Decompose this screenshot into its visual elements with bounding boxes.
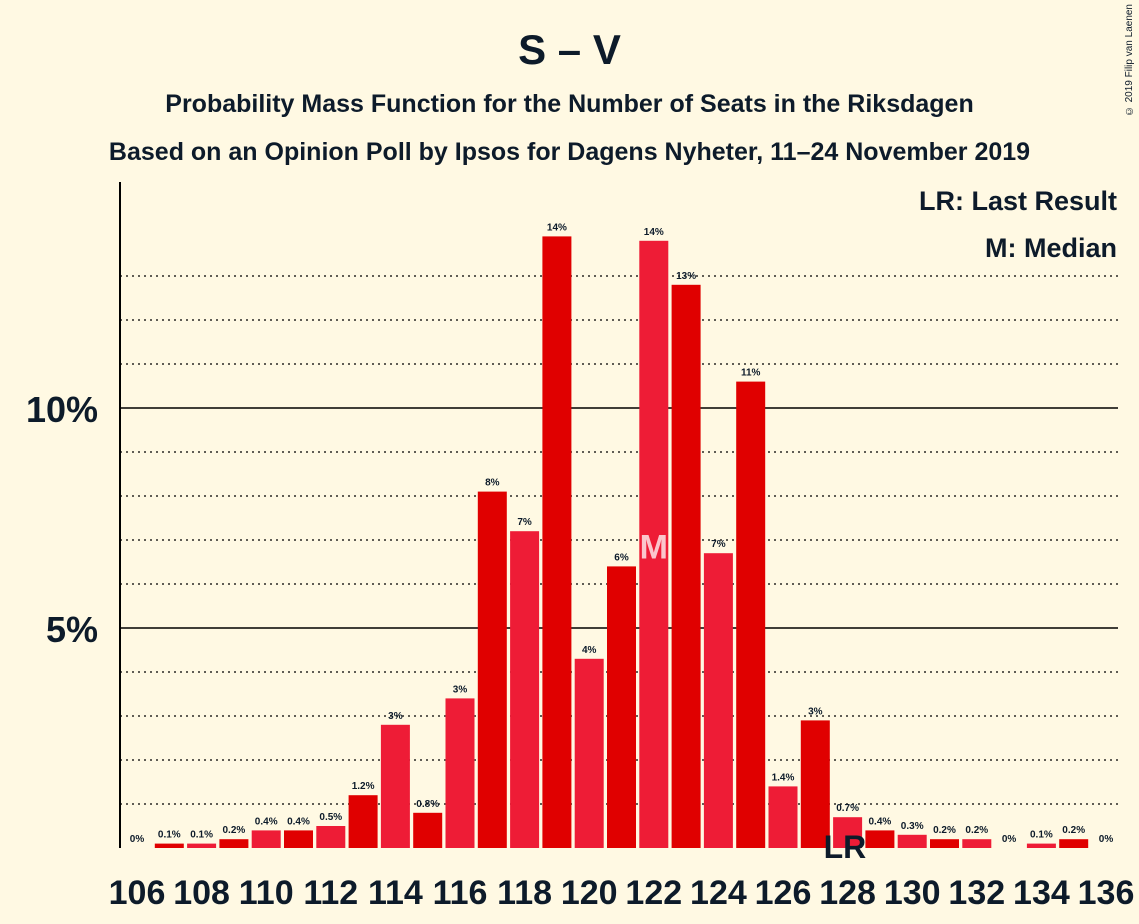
bar <box>671 284 701 848</box>
bar <box>413 812 443 848</box>
x-tick-label: 120 <box>561 874 618 912</box>
bar <box>445 698 475 848</box>
legend-median: M: Median <box>985 233 1117 263</box>
bar <box>574 658 604 848</box>
x-tick-label: 128 <box>819 874 876 912</box>
bar-value-label: 0% <box>1099 834 1114 845</box>
x-tick-label: 132 <box>948 874 1005 912</box>
bar <box>962 839 992 848</box>
bar-value-label: 0.1% <box>1030 830 1053 841</box>
bar-value-label: 0.2% <box>223 825 246 836</box>
bar-value-label: 0.5% <box>319 812 342 823</box>
x-tick-label: 118 <box>497 874 552 912</box>
bar <box>510 531 540 848</box>
bar <box>703 553 733 848</box>
bar-value-label: 7% <box>517 517 532 528</box>
bar <box>736 381 766 848</box>
bar-value-label: 0.1% <box>190 830 213 841</box>
bar-value-label: 1.2% <box>352 781 375 792</box>
x-tick-label: 130 <box>884 874 941 912</box>
bar <box>607 566 636 848</box>
bar <box>639 240 669 849</box>
bar-value-label: 0.8% <box>416 799 439 810</box>
bar-value-label: 0% <box>130 834 145 845</box>
bar-value-label: 13% <box>676 271 696 282</box>
bar <box>897 834 927 848</box>
x-tick-label: 136 <box>1078 874 1135 912</box>
bar <box>187 843 217 848</box>
y-tick-label: 10% <box>26 389 98 430</box>
bar <box>1059 839 1089 848</box>
x-tick-label: 114 <box>368 874 423 912</box>
bar-value-label: 0.4% <box>287 816 310 827</box>
chart-subtitle: Probability Mass Function for the Number… <box>165 90 974 118</box>
bar-value-label: 3% <box>808 706 823 717</box>
x-tick-label: 124 <box>690 874 747 912</box>
x-tick-label: 112 <box>303 874 358 912</box>
bar-value-label: 14% <box>547 222 567 233</box>
bar <box>477 491 507 848</box>
bar-value-label: 4% <box>582 645 597 656</box>
bar-value-label: 0.2% <box>933 825 956 836</box>
legend-last-result: LR: Last Result <box>919 186 1117 216</box>
x-tick-label: 108 <box>173 874 230 912</box>
x-tick-label: 116 <box>433 874 488 912</box>
bar <box>284 830 313 848</box>
bar-value-label: 11% <box>741 368 761 379</box>
bar <box>542 236 572 848</box>
bar-value-label: 0.2% <box>1062 825 1085 836</box>
bar-value-label: 0.4% <box>255 816 278 827</box>
bar-value-label: 0.3% <box>901 821 924 832</box>
bar <box>800 720 830 848</box>
bar-value-label: 0.4% <box>869 816 892 827</box>
bar-value-label: 3% <box>453 684 468 695</box>
x-tick-label: 122 <box>625 874 682 912</box>
bar-value-label: 1.4% <box>772 772 795 783</box>
bar-value-label: 0.2% <box>965 825 988 836</box>
bar-value-label: 0% <box>1002 834 1017 845</box>
bar <box>316 826 346 848</box>
chart-subtitle-source: Based on an Opinion Poll by Ipsos for Da… <box>108 138 1031 166</box>
bar <box>380 724 410 848</box>
bar-value-label: 14% <box>644 227 664 238</box>
bar <box>865 830 895 848</box>
bar <box>219 839 249 848</box>
bar <box>251 830 281 848</box>
bar <box>930 839 959 848</box>
x-tick-label: 110 <box>239 874 294 912</box>
bar-value-label: 3% <box>388 711 403 722</box>
bar-value-label: 8% <box>485 478 500 489</box>
bar <box>348 795 378 848</box>
bar <box>768 786 798 848</box>
last-result-marker: LR <box>824 829 867 865</box>
chart-title: S – V <box>518 26 621 73</box>
x-tick-label: 134 <box>1013 874 1070 912</box>
bar-value-label: 0.1% <box>158 830 181 841</box>
x-tick-label: 106 <box>109 874 166 912</box>
y-tick-label: 5% <box>46 609 98 650</box>
bar-value-label: 7% <box>711 539 726 550</box>
bar-value-label: 0.7% <box>836 803 859 814</box>
bar <box>833 817 863 848</box>
bar-value-label: 6% <box>614 552 629 563</box>
bar <box>1026 843 1056 848</box>
x-tick-label: 126 <box>755 874 812 912</box>
bar <box>154 843 184 848</box>
median-marker: M <box>640 528 668 566</box>
